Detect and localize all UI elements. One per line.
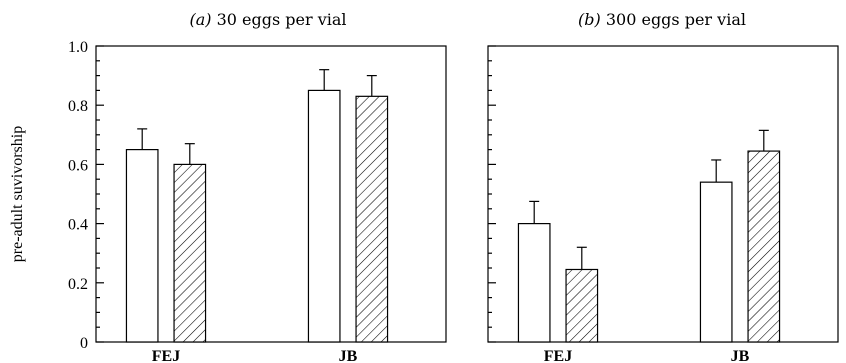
bar-fej-hatched-b bbox=[566, 269, 598, 342]
y-tick-label: 0.8 bbox=[68, 98, 88, 115]
x-category-label-fej: FEJ bbox=[544, 348, 572, 363]
bar-jb-open-a bbox=[308, 90, 340, 342]
bar-fej-open-b bbox=[518, 224, 550, 342]
y-axis-label: pre-adult suvivorship bbox=[9, 126, 26, 262]
bar-jb-open-b bbox=[700, 182, 732, 342]
y-tick-label: 1.0 bbox=[68, 39, 88, 56]
y-tick-label: 0.4 bbox=[68, 217, 88, 234]
panel-b-title: (b) 300 eggs per vial bbox=[578, 10, 746, 29]
panel-a-title-text: 30 eggs per vial bbox=[217, 10, 347, 29]
y-tick-label: 0.6 bbox=[68, 157, 88, 174]
panel-b: FEJ JB bbox=[488, 46, 838, 363]
x-category-label-fej: FEJ bbox=[152, 348, 180, 363]
bar-jb-hatched-a bbox=[356, 96, 388, 342]
panel-a-title-prefix: (a) bbox=[189, 10, 211, 29]
bar-jb-hatched-b bbox=[748, 151, 780, 342]
bar-fej-hatched-a bbox=[174, 164, 206, 342]
panel-a: 0 0.2 0.4 0.6 0.8 1.0 FEJ JB bbox=[68, 39, 446, 363]
panel-a-title: (a) 30 eggs per vial bbox=[189, 10, 346, 29]
panel-b-title-prefix: (b) bbox=[578, 10, 601, 29]
y-tick-label: 0.2 bbox=[68, 276, 88, 293]
x-category-label-jb: JB bbox=[731, 348, 750, 363]
y-tick-label: 0 bbox=[80, 335, 88, 352]
bar-fej-open-a bbox=[126, 150, 158, 342]
panel-b-title-text: 300 eggs per vial bbox=[606, 10, 746, 29]
x-category-label-jb: JB bbox=[339, 348, 358, 363]
